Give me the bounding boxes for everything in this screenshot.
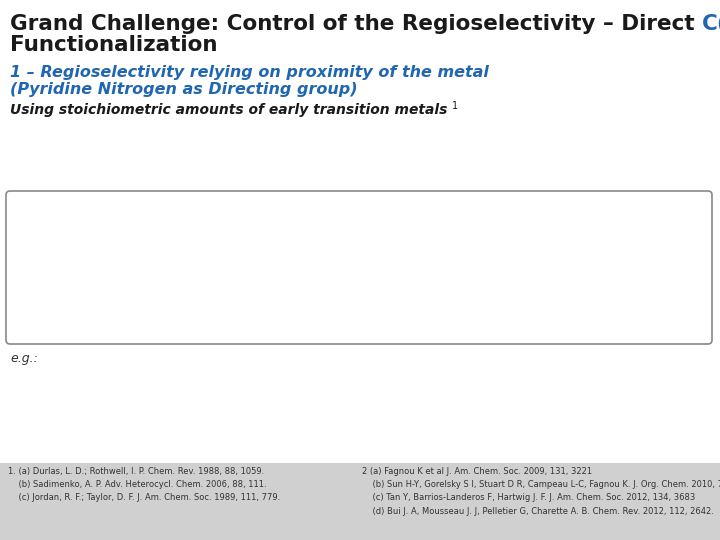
FancyBboxPatch shape	[6, 191, 712, 344]
Text: Using stoichiometric amounts of early transition metals: Using stoichiometric amounts of early tr…	[10, 103, 452, 117]
Text: e.g.:: e.g.:	[10, 352, 38, 365]
Text: (Pyridine Nitrogen as Directing group): (Pyridine Nitrogen as Directing group)	[10, 82, 358, 97]
Bar	[0, 463, 720, 540]
Text: Using stoichiometric amounts of early transition metals: Using stoichiometric amounts of early tr…	[10, 103, 452, 117]
Text: Grand Challenge: Control of the Regioselectivity – Direct: Grand Challenge: Control of the Regiosel…	[10, 14, 702, 34]
Text: 2 (a) Fagnou K et al J. Am. Chem. Soc. 2009, 131, 3221
    (b) Sun H-Y, Gorelsky: 2 (a) Fagnou K et al J. Am. Chem. Soc. 2…	[362, 467, 720, 516]
Text: Functionalization: Functionalization	[10, 36, 217, 56]
Bar	[10, 350, 708, 455]
Text: 1. (a) Durlas, L. D.; Rothwell, I. P. Chem. Rev. 1988, 88, 1059.
    (b) Sadimen: 1. (a) Durlas, L. D.; Rothwell, I. P. Ch…	[8, 467, 280, 502]
Text: C(2)-H: C(2)-H	[702, 14, 720, 34]
Text: 1 – Regioselectivity relying on proximity of the metal: 1 – Regioselectivity relying on proximit…	[10, 65, 489, 80]
Text: 1: 1	[452, 102, 459, 111]
